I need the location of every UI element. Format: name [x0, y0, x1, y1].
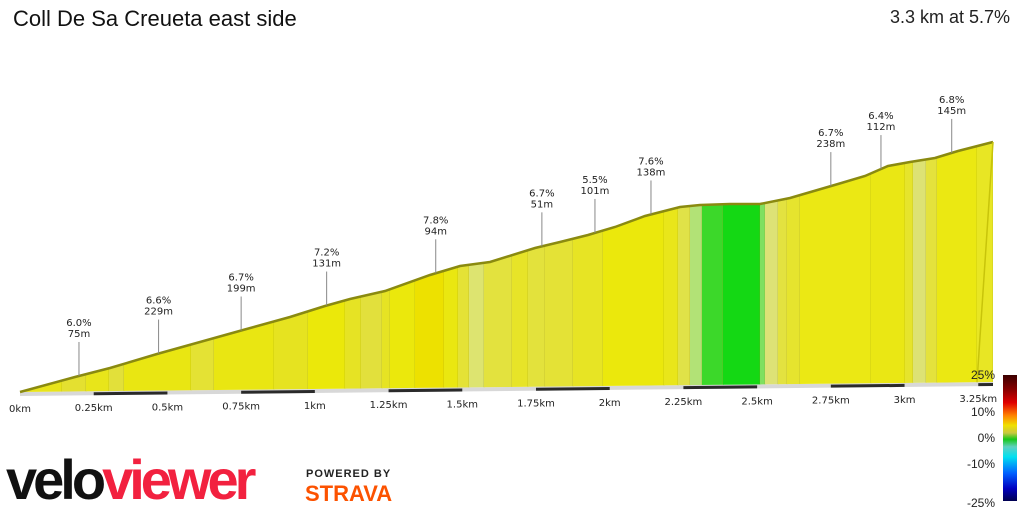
annotation-length: 238m [816, 139, 845, 150]
annotation-length: 131m [312, 259, 341, 270]
gradient-segment [760, 142, 766, 392]
x-tick-label: 3.25km [959, 394, 997, 405]
distance-baseline [20, 382, 993, 396]
gradient-segment [345, 142, 362, 392]
gradient-segment [512, 142, 529, 392]
gradient-segment [274, 142, 309, 392]
gradient-segment [905, 142, 914, 392]
annotation-gradient: 7.6% [638, 156, 663, 167]
gradient-segment [458, 142, 470, 392]
annotation-length: 199m [227, 284, 256, 295]
gradient-segment [444, 142, 459, 392]
profile-outline [19, 140, 994, 394]
legend-label-neg10: -10% [967, 457, 995, 471]
x-tick-label: 2.75km [812, 396, 850, 407]
x-tick-label: 0.75km [222, 402, 260, 413]
x-tick-label: 1.25km [370, 400, 408, 411]
annotation-length: 138m [637, 167, 666, 178]
logo-velo-text: velo [6, 448, 106, 511]
gradient-segment [723, 142, 761, 392]
annotation-gradient: 6.6% [146, 296, 171, 307]
strava-logo[interactable]: STRAVA [305, 481, 393, 506]
gradient-segment [573, 142, 604, 392]
gradient-segment [415, 142, 445, 392]
legend-label-neg25: -25% [967, 496, 995, 510]
logo-viewer-text: viewer [102, 448, 256, 511]
climb-summary: 3.3 km at 5.7% [889, 7, 1010, 27]
gradient-segment [926, 142, 938, 392]
gradient-segment [765, 142, 779, 392]
annotation-length: 94m [425, 226, 447, 237]
gradient-segment [528, 142, 546, 392]
gradient-segment [664, 142, 679, 392]
gradient-segment [690, 142, 703, 392]
gradient-segment [484, 142, 513, 392]
x-tick-label: 0km [9, 404, 31, 415]
gradient-segment [937, 142, 978, 392]
x-tick-label: 2.25km [665, 397, 703, 408]
gradient-segment [678, 142, 691, 392]
gradient-segment [124, 142, 192, 392]
x-axis-labels: 0km 0.25km 0.5km 0.75km 1km 1.25km 1.5km 1.75km… [9, 394, 997, 415]
gradient-segment [214, 142, 275, 392]
annotation-gradient: 6.8% [939, 95, 964, 106]
annotation-length: 51m [531, 199, 553, 210]
gradient-segment [191, 142, 215, 392]
annotation-gradient: 7.2% [314, 248, 339, 259]
legend-color-bar [1003, 375, 1017, 501]
gradient-segment [390, 142, 416, 392]
gradient-segment [109, 142, 125, 392]
x-tick-label: 2.5km [741, 396, 772, 407]
annotation-gradient: 7.8% [423, 215, 448, 226]
annotation-gradient: 6.0% [66, 318, 91, 329]
gradient-legend: 25% 10% 0% -10% -25% [967, 368, 1017, 510]
gradient-segment [778, 142, 788, 392]
annotation-gradient: 6.7% [228, 273, 253, 284]
annotation-gradient: 6.4% [868, 111, 893, 122]
page-title: Coll De Sa Creueta east side [13, 6, 297, 31]
gradient-segment [62, 142, 87, 392]
x-tick-label: 2km [599, 398, 621, 409]
x-tick-label: 0.25km [75, 403, 113, 414]
powered-by-label: POWERED BY [306, 468, 392, 480]
gradient-segment [545, 142, 574, 392]
annotation-gradient: 6.7% [818, 128, 843, 139]
legend-label-0: 0% [978, 431, 996, 445]
annotation-gradient: 5.5% [582, 175, 607, 186]
gradient-annotations: 6.0%75m6.6%229m6.7%199m7.2%131m7.8%94m6.… [66, 95, 966, 376]
gradient-segments [20, 142, 993, 392]
x-tick-label: 1.75km [517, 399, 555, 410]
gradient-segment [361, 142, 383, 392]
annotation-length: 75m [68, 329, 90, 340]
gradient-segment [20, 142, 63, 392]
annotation-length: 101m [581, 186, 610, 197]
annotation-gradient: 6.7% [529, 188, 554, 199]
x-tick-label: 0.5km [152, 402, 183, 413]
gradient-segment [382, 142, 391, 392]
veloviewer-logo[interactable]: veloviewer [6, 452, 256, 508]
gradient-segment [86, 142, 110, 392]
gradient-segment [787, 142, 801, 392]
legend-label-10: 10% [971, 405, 995, 419]
gradient-segment [702, 142, 724, 392]
annotation-length: 112m [867, 122, 896, 133]
annotation-length: 229m [144, 307, 173, 318]
legend-label-25: 25% [971, 368, 995, 382]
gradient-segment [800, 142, 872, 392]
gradient-segment [913, 142, 927, 392]
x-tick-label: 1.5km [447, 399, 478, 410]
x-tick-label: 1km [304, 401, 326, 412]
gradient-segment [871, 142, 906, 392]
annotation-length: 145m [937, 106, 966, 117]
x-tick-label: 3km [894, 395, 916, 406]
